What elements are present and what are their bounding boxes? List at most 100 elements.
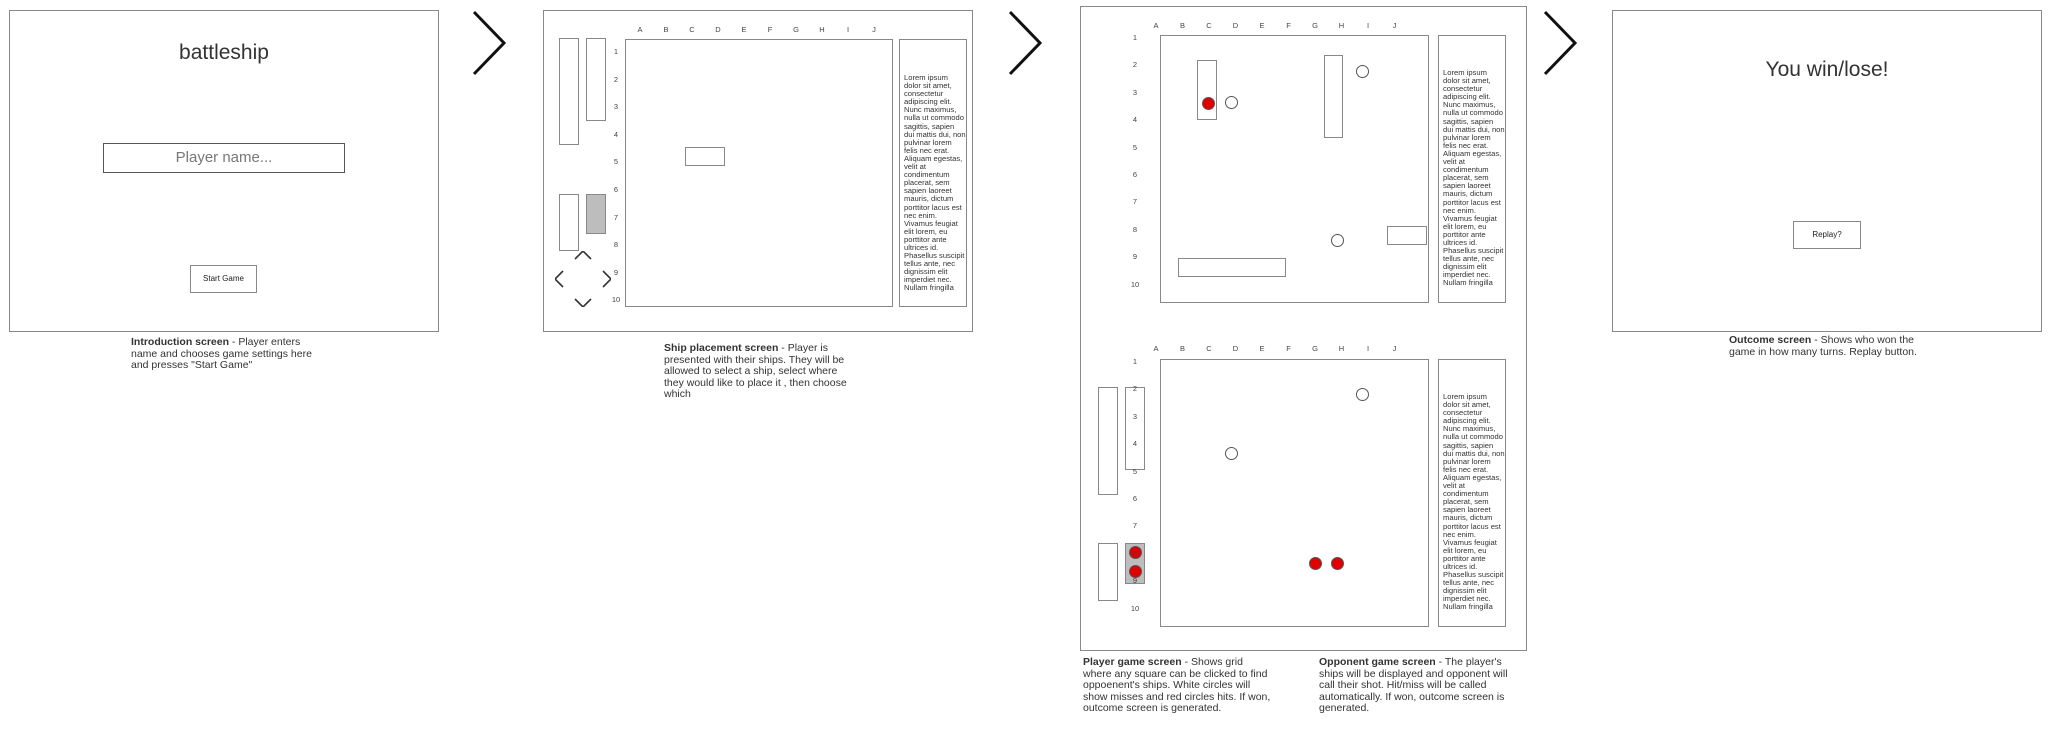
grid-row-label: 8: [1132, 224, 1138, 234]
grid-column-label: F: [1286, 21, 1291, 30]
player-game-caption-title: Player game screen: [1083, 656, 1182, 668]
grid-column-label: I: [846, 25, 850, 34]
revealed-ship: [1324, 55, 1343, 138]
next-arrow-icon: [472, 10, 507, 76]
grid-row-label: 7: [613, 212, 619, 222]
miss-marker: [1225, 447, 1238, 460]
grid-row-label: 2: [1132, 384, 1138, 394]
hit-marker: [1309, 557, 1322, 570]
grid-column-label: I: [1366, 344, 1370, 353]
grid-row-label: 5: [1132, 142, 1138, 152]
placement-screen: Lorem ipsum dolor sit amet, consectetur …: [543, 10, 973, 332]
placement-grid[interactable]: [625, 39, 893, 307]
outcome-caption-title: Outcome screen: [1729, 334, 1812, 346]
grid-row-label: 10: [1130, 603, 1140, 613]
intro-caption-title: Introduction screen: [131, 336, 230, 348]
own-ship: [1098, 387, 1118, 495]
grid-row-label: 6: [1132, 170, 1138, 179]
placement-caption-text: - Player is presented with their ships. …: [664, 342, 847, 400]
grid-row-label: 9: [1132, 576, 1138, 586]
grid-row-label: 2: [1132, 60, 1138, 70]
grid-column-label: C: [1206, 21, 1212, 30]
grid-row-label: 7: [1132, 521, 1138, 531]
game-screen: Lorem ipsum dolor sit amet, consectetur …: [1080, 6, 1527, 651]
next-arrow-icon: [1008, 10, 1043, 76]
outcome-caption-text: - Shows who won the game in how many tur…: [1729, 334, 1917, 358]
grid-row-label: 10: [611, 295, 621, 305]
miss-marker: [1356, 388, 1369, 401]
player-game-caption: Player game screen - Shows grid where an…: [1083, 656, 1273, 715]
grid-row-label: 7: [1132, 197, 1138, 207]
player-info-panel: Lorem ipsum dolor sit amet, consectetur …: [1438, 35, 1506, 303]
grid-row-label: 9: [1132, 252, 1138, 262]
own-ship: [1098, 543, 1118, 601]
grid-column-label: D: [1232, 344, 1239, 353]
placement-caption-title: Ship placement screen: [664, 342, 779, 354]
carrier-ship[interactable]: [559, 38, 579, 145]
selected-ship[interactable]: [586, 194, 606, 234]
grid-column-label: B: [1179, 21, 1185, 30]
revealed-ship: [1387, 226, 1427, 245]
grid-column-label: A: [1153, 344, 1159, 353]
player-game-caption-text: - Shows grid where any square can be cli…: [1083, 656, 1271, 714]
hit-marker: [1129, 565, 1142, 578]
grid-row-label: 3: [1132, 411, 1138, 421]
grid-column-label: J: [872, 25, 876, 34]
grid-column-label: A: [637, 25, 643, 34]
hit-marker: [1202, 97, 1215, 110]
intro-caption-text: - Player enters name and chooses game se…: [131, 336, 312, 371]
grid-row-label: 5: [1132, 466, 1138, 476]
grid-column-label: C: [1206, 344, 1212, 353]
grid-row-label: 9: [613, 267, 619, 277]
outcome-title: You win/lose!: [1765, 58, 1889, 81]
next-arrow-icon: [1543, 10, 1578, 76]
grid-column-label: G: [1312, 344, 1318, 353]
battleship-ship[interactable]: [586, 38, 606, 121]
intro-caption: Introduction screen - Player enters name…: [131, 336, 326, 372]
grid-column-label: G: [1312, 21, 1318, 30]
grid-column-label: H: [819, 25, 825, 34]
replay-button[interactable]: Replay?: [1793, 221, 1861, 249]
intro-screen: battleship Player name... Start Game: [9, 10, 439, 332]
opponent-grid: [1160, 359, 1429, 627]
grid-column-label: E: [741, 25, 747, 34]
grid-column-label: B: [663, 25, 669, 34]
grid-row-label: 4: [1132, 439, 1138, 449]
grid-row-label: 10: [1130, 279, 1140, 289]
start-game-button[interactable]: Start Game: [190, 265, 257, 293]
grid-row-label: 5: [613, 157, 619, 167]
player-info-text: Lorem ipsum dolor sit amet, consectetur …: [1443, 68, 1505, 288]
miss-marker: [1331, 234, 1344, 247]
opponent-game-caption-text: - The player's ships will be displayed a…: [1319, 656, 1508, 714]
outcome-screen: You win/lose! Replay?: [1612, 10, 2042, 332]
player-name-placeholder: Player name...: [175, 149, 273, 166]
grid-row-label: 3: [613, 102, 619, 112]
grid-column-label: E: [1259, 21, 1265, 30]
player-name-input[interactable]: Player name...: [103, 143, 345, 173]
hit-marker: [1331, 557, 1344, 570]
placement-info-panel: Lorem ipsum dolor sit amet, consectetur …: [899, 39, 967, 307]
grid-row-label: 1: [613, 47, 619, 56]
opponent-game-caption: Opponent game screen - The player's ship…: [1319, 656, 1509, 715]
grid-row-label: 8: [1132, 548, 1138, 558]
placement-info-text: Lorem ipsum dolor sit amet, consectetur …: [904, 73, 966, 293]
grid-column-label: J: [1392, 21, 1397, 30]
miss-marker: [1225, 96, 1238, 109]
grid-column-label: E: [1259, 344, 1265, 353]
grid-row-label: 2: [613, 74, 619, 84]
grid-row-label: 4: [613, 129, 619, 139]
opponent-info-text: Lorem ipsum dolor sit amet, consectetur …: [1443, 392, 1505, 612]
grid-column-label: D: [715, 25, 721, 34]
own-ship: [1125, 387, 1145, 470]
outcome-caption: Outcome screen - Shows who won the game …: [1729, 334, 1919, 358]
grid-row-label: 1: [1132, 357, 1138, 366]
grid-column-label: A: [1153, 21, 1159, 30]
game-title: battleship: [179, 41, 269, 64]
placed-ship[interactable]: [685, 147, 725, 166]
grid-row-label: 6: [1132, 494, 1138, 503]
grid-column-label: D: [1232, 21, 1239, 30]
opponent-game-caption-title: Opponent game screen: [1319, 656, 1436, 668]
cruiser-ship[interactable]: [559, 194, 579, 251]
grid-row-label: 4: [1132, 115, 1138, 125]
rotate-diamond-icon[interactable]: [555, 251, 611, 307]
